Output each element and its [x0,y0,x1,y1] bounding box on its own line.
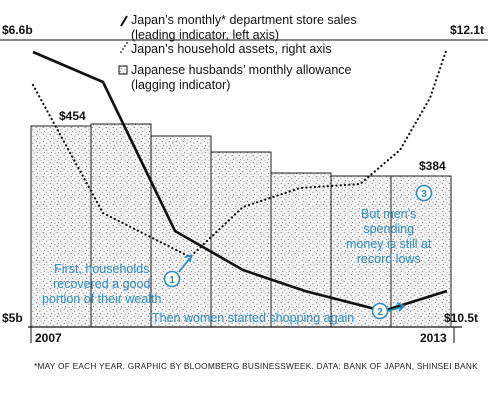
bar-2011 [270,172,332,328]
legend-bar-marker [118,65,128,75]
annotation-3-marker [415,184,433,202]
annotation-2-arrowhead [396,302,406,312]
annotation-2-number: 2 [377,307,383,318]
annotation-1-arrow [178,257,191,273]
annotation-2-arrow [387,306,403,312]
source-note: *MAY OF EACH YEAR. GRAPHIC BY BLOOMBERG … [34,361,478,371]
annotation-1-text: First, households recovered a good porti… [42,262,162,306]
series-household-assets [31,46,449,259]
annotation-3-number: 3 [421,189,427,200]
bar-2012 [330,175,392,328]
annotation-2-marker [371,302,389,320]
year-start: 2007 [35,331,62,345]
bar-2007 [30,125,92,328]
right-axis-bottom: $10.5t [444,311,479,325]
annotation-1-marker [163,270,181,288]
legend-sales: Japan’s monthly* department store sales … [131,13,357,42]
bar-label-last: $384 [419,159,446,173]
bar-label-first: $454 [59,109,86,123]
bar-2009 [150,135,212,328]
year-end: 2013 [420,331,447,345]
annotation-arrows: 1 2 3 [163,184,433,320]
right-axis-top: $12.1t [450,23,485,37]
annotation-3-text: But men’s spending money is still at rec… [346,207,432,266]
legend-allowance: Japanese husbands’ monthly allowance (la… [131,63,352,92]
annotation-1-arrowhead [184,254,193,263]
allowance-bars [30,123,452,328]
legend-assets: Japan’s household assets, right axis [131,42,332,56]
left-axis-top: $6.6b [2,23,33,37]
legend-dotted-marker [120,42,128,53]
legend-solid-marker [120,15,128,27]
annotation-2-text: Then women started shopping again [152,311,355,325]
left-axis-bottom: $5b [2,311,23,325]
bar-2010 [210,151,272,328]
annotation-1-number: 1 [169,275,175,286]
